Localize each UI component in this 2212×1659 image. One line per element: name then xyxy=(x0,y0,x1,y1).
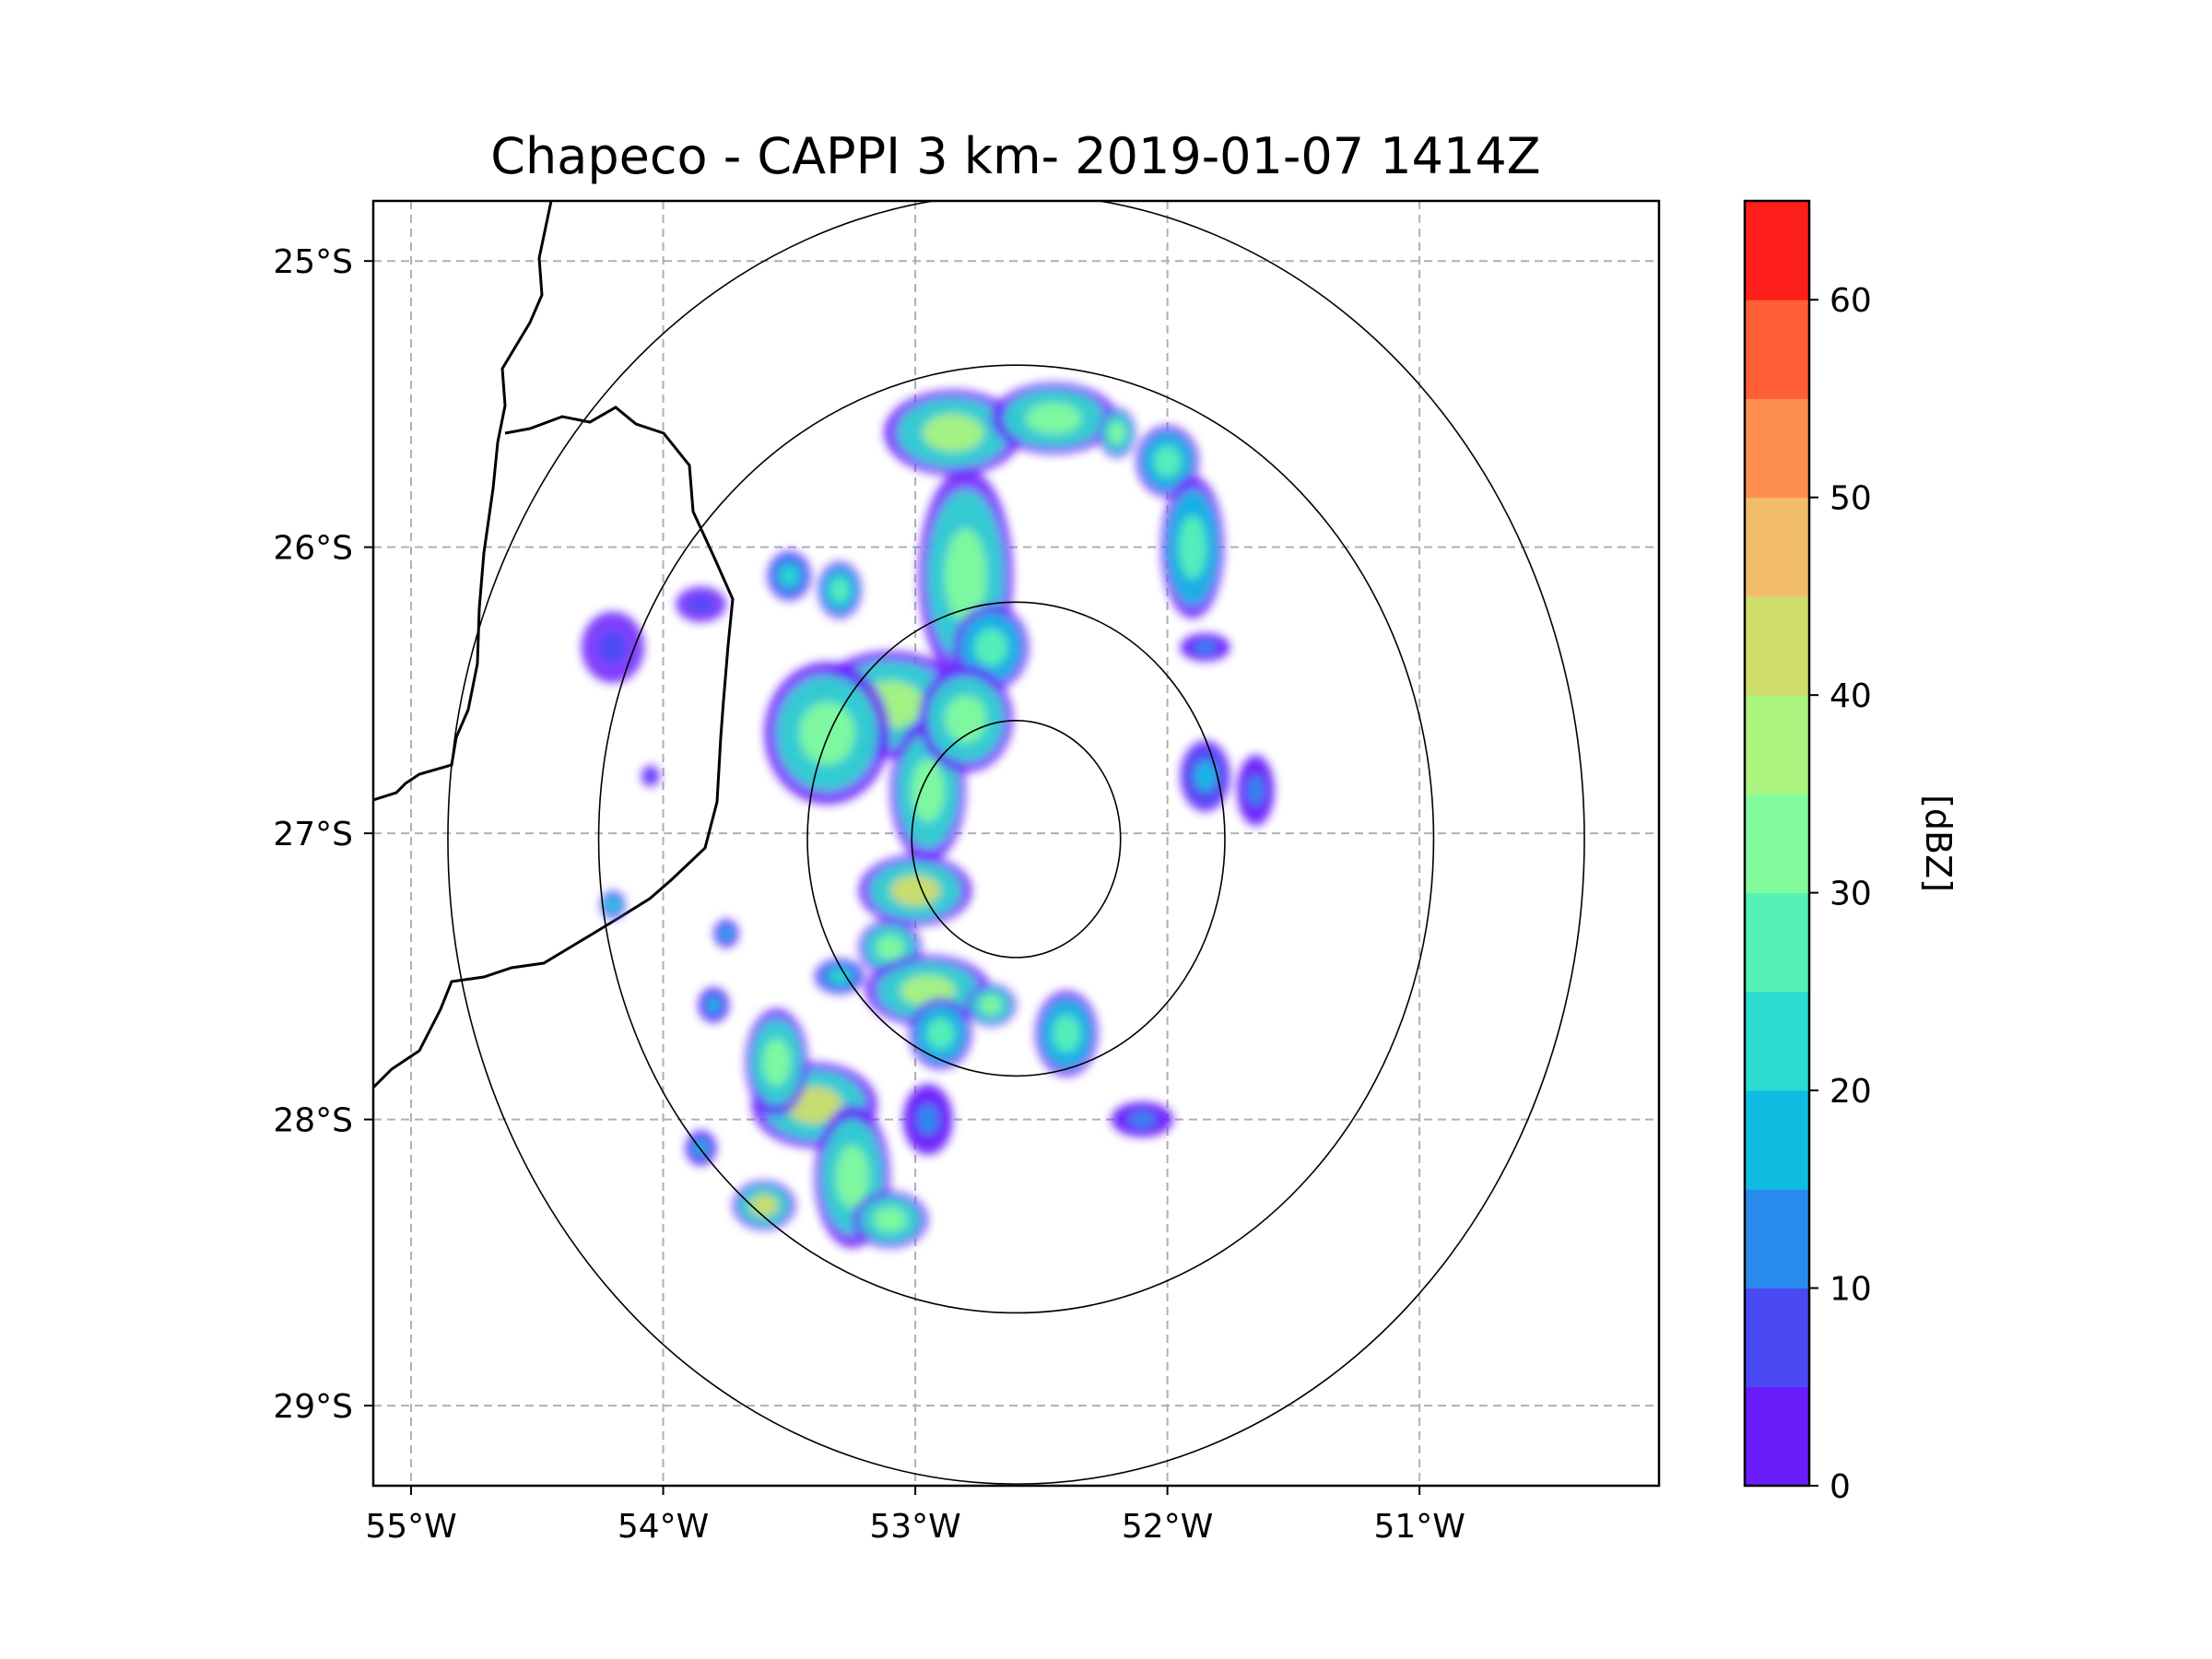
colorbar-bin-0 xyxy=(1745,1386,1809,1487)
y-axis-ticks: 25°S 26°S 27°S 28°S 29°S xyxy=(273,243,373,1426)
echo-core-4 xyxy=(1178,515,1207,579)
echo-core-19 xyxy=(926,1018,955,1050)
colorbar-tick-label-2: 20 xyxy=(1830,1073,1872,1111)
y-tick-label-3: 28°S xyxy=(273,1102,353,1140)
echo-core-8 xyxy=(799,701,855,765)
colorbar: 0 10 20 30 40 50 60 [dBZ] xyxy=(1743,199,1959,1506)
echo-core-3 xyxy=(1153,445,1182,477)
y-tick-label-0: 25°S xyxy=(273,243,353,281)
x-tick-label-2: 53°W xyxy=(869,1508,960,1546)
echo-core-29 xyxy=(1128,1112,1157,1128)
map-frame xyxy=(371,199,1661,1488)
x-axis-ticks: 55°W 54°W 53°W 52°W 51°W xyxy=(365,1486,1465,1546)
colorbar-bin-11 xyxy=(1745,300,1809,399)
echo-core-12 xyxy=(779,564,799,587)
y-tick-label-4: 29°S xyxy=(273,1388,353,1426)
y-tick-label-2: 27°S xyxy=(273,816,353,853)
echo-core-23 xyxy=(762,1038,791,1087)
colorbar-bin-9 xyxy=(1745,497,1809,597)
colorbar-bin-10 xyxy=(1745,398,1809,499)
echo-core-15 xyxy=(890,875,941,907)
state-borders xyxy=(373,201,735,1089)
x-tick-label-3: 52°W xyxy=(1122,1508,1213,1546)
colorbar-bin-12 xyxy=(1745,201,1809,300)
colorbar-frame xyxy=(1743,199,1811,1488)
echo-core-11 xyxy=(830,577,850,603)
x-tick-label-4: 51°W xyxy=(1373,1508,1465,1546)
echo-core-13 xyxy=(598,631,627,664)
colorbar-bins xyxy=(1745,201,1809,1487)
range-ring-2 xyxy=(597,364,1435,1314)
echo-core-9 xyxy=(911,759,945,822)
echo-core-10 xyxy=(945,695,987,743)
range-ring-1 xyxy=(806,601,1226,1077)
y-tick-label-1: 26°S xyxy=(273,530,353,568)
colorbar-bin-1 xyxy=(1745,1288,1809,1388)
echo-core-32 xyxy=(1194,641,1217,654)
colorbar-bin-4 xyxy=(1745,991,1809,1091)
border-line-east xyxy=(373,406,735,1089)
range-ring-0 xyxy=(911,720,1122,959)
echo-core-1 xyxy=(1026,402,1082,435)
colorbar-ticks: 0 10 20 30 40 50 60 xyxy=(1809,282,1872,1506)
colorbar-label: [dBZ] xyxy=(1918,794,1959,892)
echo-core-16 xyxy=(876,935,904,960)
echo-core-0 xyxy=(923,413,984,452)
colorbar-tick-label-0: 0 xyxy=(1830,1468,1851,1506)
echo-core-35 xyxy=(720,926,732,940)
echo-core-31 xyxy=(1247,774,1265,806)
echo-core-26 xyxy=(749,1194,779,1217)
colorbar-bin-2 xyxy=(1745,1189,1809,1289)
echo-core-2 xyxy=(1108,421,1125,444)
x-tick-label-0: 55°W xyxy=(365,1508,456,1546)
colorbar-tick-label-3: 30 xyxy=(1830,876,1872,913)
colorbar-tick-label-6: 60 xyxy=(1830,282,1872,320)
echo-core-14 xyxy=(689,596,712,613)
echo-core-36 xyxy=(706,996,721,1013)
echo-core-25 xyxy=(873,1206,907,1232)
echo-core-21 xyxy=(828,968,852,984)
colorbar-bin-6 xyxy=(1745,794,1809,894)
colorbar-tick-label-4: 40 xyxy=(1830,677,1872,715)
colorbar-bin-5 xyxy=(1745,892,1809,993)
echo-core-20 xyxy=(1053,1014,1081,1053)
echo-core-24 xyxy=(835,1145,869,1208)
range-ring-3 xyxy=(447,201,1585,1485)
echo-core-5 xyxy=(945,528,987,623)
colorbar-bin-7 xyxy=(1745,695,1809,794)
echo-core-34 xyxy=(646,771,655,782)
echo-core-33 xyxy=(606,898,618,912)
colorbar-tick-label-1: 10 xyxy=(1830,1271,1872,1309)
echo-core-6 xyxy=(974,628,1008,666)
echo-core-28 xyxy=(916,1103,939,1135)
chart-title: Chapeco - CAPPI 3 km- 2019-01-07 1414Z xyxy=(490,127,1540,185)
x-tick-label-1: 54°W xyxy=(618,1508,709,1546)
border-line-north xyxy=(373,201,553,802)
reflectivity-echoes xyxy=(581,382,1275,1249)
echo-core-30 xyxy=(1194,759,1217,793)
colorbar-bin-3 xyxy=(1745,1090,1809,1190)
map-axes xyxy=(373,201,1659,1486)
colorbar-tick-label-5: 50 xyxy=(1830,480,1872,518)
colorbar-bin-8 xyxy=(1745,595,1809,696)
echo-core-18 xyxy=(980,995,1003,1015)
range-rings xyxy=(447,201,1585,1485)
